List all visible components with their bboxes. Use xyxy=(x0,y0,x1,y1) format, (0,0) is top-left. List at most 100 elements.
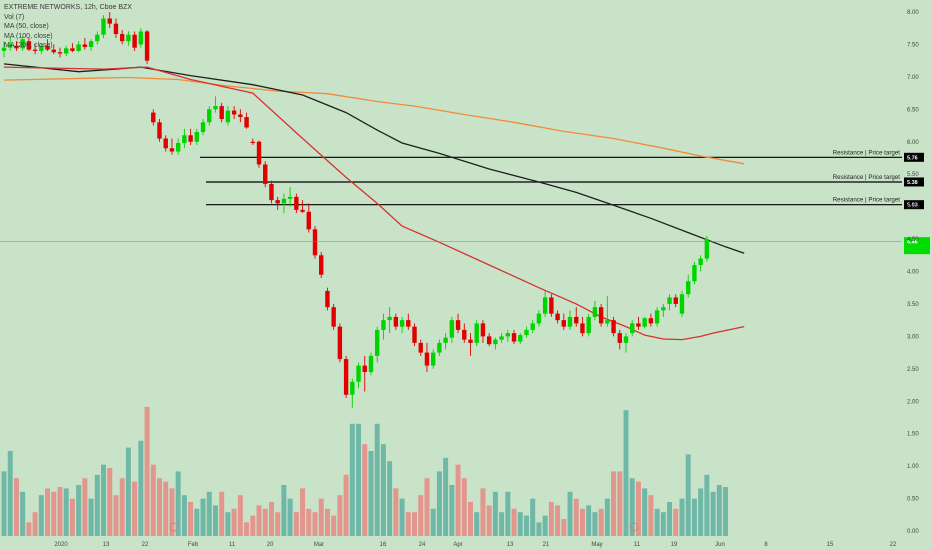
volume-bar xyxy=(623,410,629,536)
candle-body xyxy=(250,141,255,144)
resistance-label: Resistance | Price target xyxy=(833,174,901,181)
ma200-line xyxy=(3,76,745,165)
current-price: 4.46 xyxy=(0,237,930,255)
volume-bar xyxy=(157,478,162,536)
volume-bar xyxy=(492,491,498,536)
y-tick-label: 2.50 xyxy=(907,367,919,373)
volume-bar xyxy=(567,491,573,536)
candle-body xyxy=(70,48,75,51)
volume-bar xyxy=(293,512,299,536)
volume-bar xyxy=(57,487,63,536)
y-tick-label: 3.50 xyxy=(907,302,919,308)
candle-body xyxy=(586,316,591,334)
volume-bar xyxy=(94,474,100,536)
volume-bar xyxy=(88,498,94,536)
candle-body xyxy=(486,336,492,345)
candle-body xyxy=(350,381,355,395)
volume-bar xyxy=(698,488,704,536)
candle-body xyxy=(39,45,44,51)
candle-body xyxy=(399,320,405,327)
volume-bar xyxy=(256,505,262,536)
volume-bar xyxy=(169,488,175,536)
time-axis[interactable]: 2020 13 22 Feb 11 20 Mar 16 24 Apr 13 21 May 11 19 Jun 8… xyxy=(54,542,897,548)
candle-body xyxy=(26,41,32,50)
y-tick-label: 5.50 xyxy=(907,172,919,178)
volume-bar xyxy=(598,508,604,536)
y-tick-label: 1.50 xyxy=(907,432,919,438)
volume-bar xyxy=(349,423,355,536)
volume-bar xyxy=(7,451,13,536)
volume-bar xyxy=(45,488,51,536)
volume-bar xyxy=(250,515,256,536)
candle-body xyxy=(107,18,112,24)
volume-bar xyxy=(468,502,473,536)
legend-ma50[interactable]: MA (50, close) xyxy=(4,23,49,31)
resistance-label: Resistance | Price target xyxy=(833,197,901,204)
volume-bar xyxy=(82,478,88,536)
moving-averages xyxy=(3,63,745,341)
candle-body xyxy=(126,34,131,42)
candle-body xyxy=(549,297,554,314)
candle-body xyxy=(51,49,56,53)
volume-bar xyxy=(505,491,511,536)
candle-body xyxy=(387,316,392,321)
candle-body xyxy=(200,122,206,133)
volume-bar xyxy=(200,498,206,536)
volume-bar xyxy=(654,508,660,536)
candle-body xyxy=(132,34,137,48)
legend-title[interactable]: EXTREME NETWORKS, 12h, Cboe BZX xyxy=(4,4,132,11)
resistance-tag xyxy=(904,200,924,210)
candle-body xyxy=(654,310,660,324)
volume-bar xyxy=(380,444,386,536)
candle-body xyxy=(331,307,336,327)
x-tick-label: May xyxy=(591,542,602,548)
candle-body xyxy=(580,323,585,334)
candle-body xyxy=(499,336,504,340)
volume-bar xyxy=(107,468,113,536)
volume-bar xyxy=(13,478,19,536)
candle-body xyxy=(312,229,318,256)
event-marker-icon xyxy=(629,522,639,532)
volume-bar xyxy=(523,515,529,536)
volume-bar xyxy=(144,406,150,536)
volume-bar xyxy=(343,474,349,536)
volume-bar xyxy=(486,505,492,536)
volume-bar xyxy=(617,471,623,536)
volume-bar xyxy=(716,485,722,536)
candle-body xyxy=(337,326,343,360)
legend-ma200[interactable]: MA (200, close) xyxy=(4,42,53,50)
chart-legend: EXTREME NETWORKS, 12h, Cboe BZX Vol (7) … xyxy=(4,3,132,51)
volume-bar xyxy=(119,478,125,536)
candle-body xyxy=(667,297,672,304)
legend-ma100[interactable]: MA (100, close) xyxy=(4,32,53,40)
y-tick-label: 6.50 xyxy=(907,107,919,113)
volume-bar xyxy=(586,505,592,536)
price-axis[interactable]: 8.00 7.50 7.00 6.50 6.00 5.50 5.00 4.50 4.00 3.50… xyxy=(907,10,919,535)
candle-body xyxy=(101,18,106,35)
volume-bar xyxy=(212,505,218,536)
candle-body xyxy=(617,333,622,343)
legend-volume[interactable]: Vol (7) xyxy=(4,13,25,21)
candle-body xyxy=(138,31,144,45)
ma50-line xyxy=(3,66,745,341)
volume-bar xyxy=(430,508,436,536)
volume-bar xyxy=(673,508,679,536)
candle-body xyxy=(542,297,548,314)
candle-body xyxy=(406,320,411,327)
x-tick-label: 21 xyxy=(543,542,550,548)
x-tick-label: 11 xyxy=(634,542,641,548)
volume-bar xyxy=(194,508,200,536)
volume-bar xyxy=(449,485,455,536)
candle-body xyxy=(375,329,380,356)
candle-body xyxy=(325,290,330,308)
candle-body xyxy=(692,265,697,282)
volume-bar xyxy=(642,488,648,536)
volume-bar xyxy=(324,508,330,536)
volume-bar xyxy=(206,491,212,536)
candle-body xyxy=(82,44,88,48)
volume-bar xyxy=(231,508,237,536)
y-tick-label: 7.00 xyxy=(907,75,919,81)
candle-body xyxy=(611,320,616,334)
